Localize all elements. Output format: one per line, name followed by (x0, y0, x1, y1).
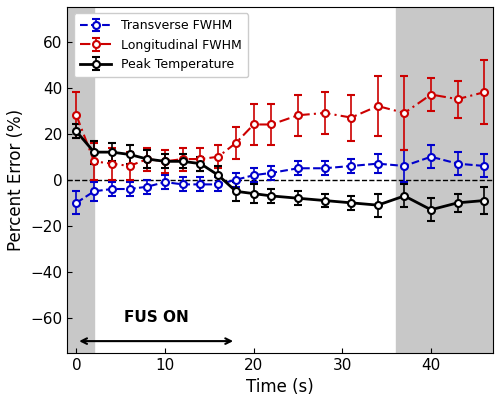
Text: FUS ON: FUS ON (124, 310, 188, 325)
Bar (68, 7, 94, 353)
Y-axis label: Percent Error (%): Percent Error (%) (7, 109, 25, 251)
Legend: Transverse FWHM, Longitudinal FWHM, Peak Temperature: Transverse FWHM, Longitudinal FWHM, Peak… (74, 13, 248, 77)
Bar (396, 7, 500, 353)
X-axis label: Time (s): Time (s) (246, 378, 314, 396)
